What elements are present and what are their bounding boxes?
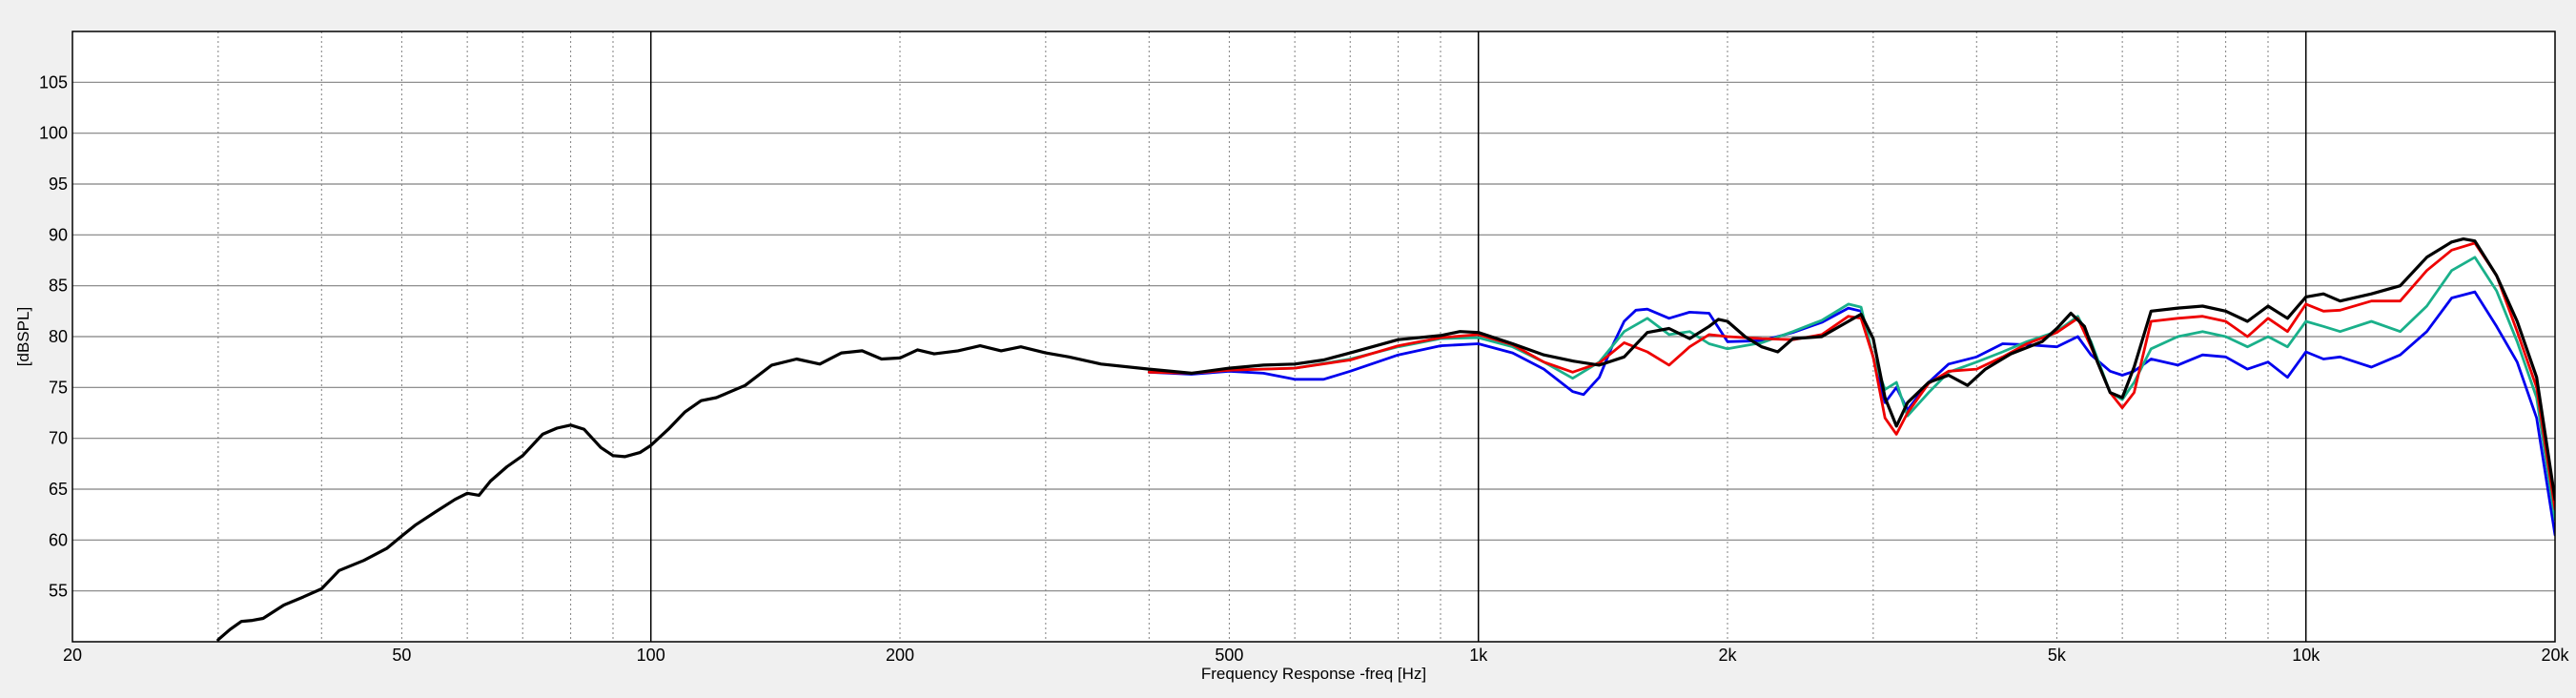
x-tick-label: 5k [2048, 646, 2067, 665]
y-tick-label: 60 [49, 530, 68, 549]
x-tick-labels: 20 50 100 200 500 1k 2k 5k 10k 20k [63, 646, 2570, 665]
series-layer [216, 237, 2555, 642]
y-tick-label: 85 [49, 277, 68, 296]
y-tick-labels: 55 60 65 70 75 80 85 90 95 100 105 [39, 72, 68, 600]
x-tick-label: 200 [886, 646, 914, 665]
y-tick-label: 70 [49, 429, 68, 448]
x-tick-label: 20 [63, 646, 82, 665]
y-tick-label: 100 [39, 124, 68, 143]
y-tick-label: 55 [49, 582, 68, 601]
plot-frame [72, 31, 2556, 643]
y-axis-label: [dBSPL] [14, 307, 32, 366]
y-tick-label: 90 [49, 225, 68, 244]
x-tick-label: 500 [1215, 646, 1243, 665]
y-tick-label: 105 [39, 72, 68, 92]
series-line-4 [216, 237, 2555, 642]
y-tick-label: 75 [49, 378, 68, 397]
y-tick-label: 95 [49, 174, 68, 194]
x-tick-label: 20k [2541, 646, 2569, 665]
y-tick-label: 80 [49, 327, 68, 346]
y-tick-label: 65 [49, 480, 68, 499]
x-tick-label: 100 [637, 646, 665, 665]
x-tick-label: 10k [2292, 646, 2320, 665]
x-tick-label: 2k [1718, 646, 1737, 665]
x-tick-label: 50 [392, 646, 411, 665]
x-tick-label: 1k [1469, 646, 1488, 665]
x-axis-label: Frequency Response -freq [Hz] [1201, 665, 1426, 683]
